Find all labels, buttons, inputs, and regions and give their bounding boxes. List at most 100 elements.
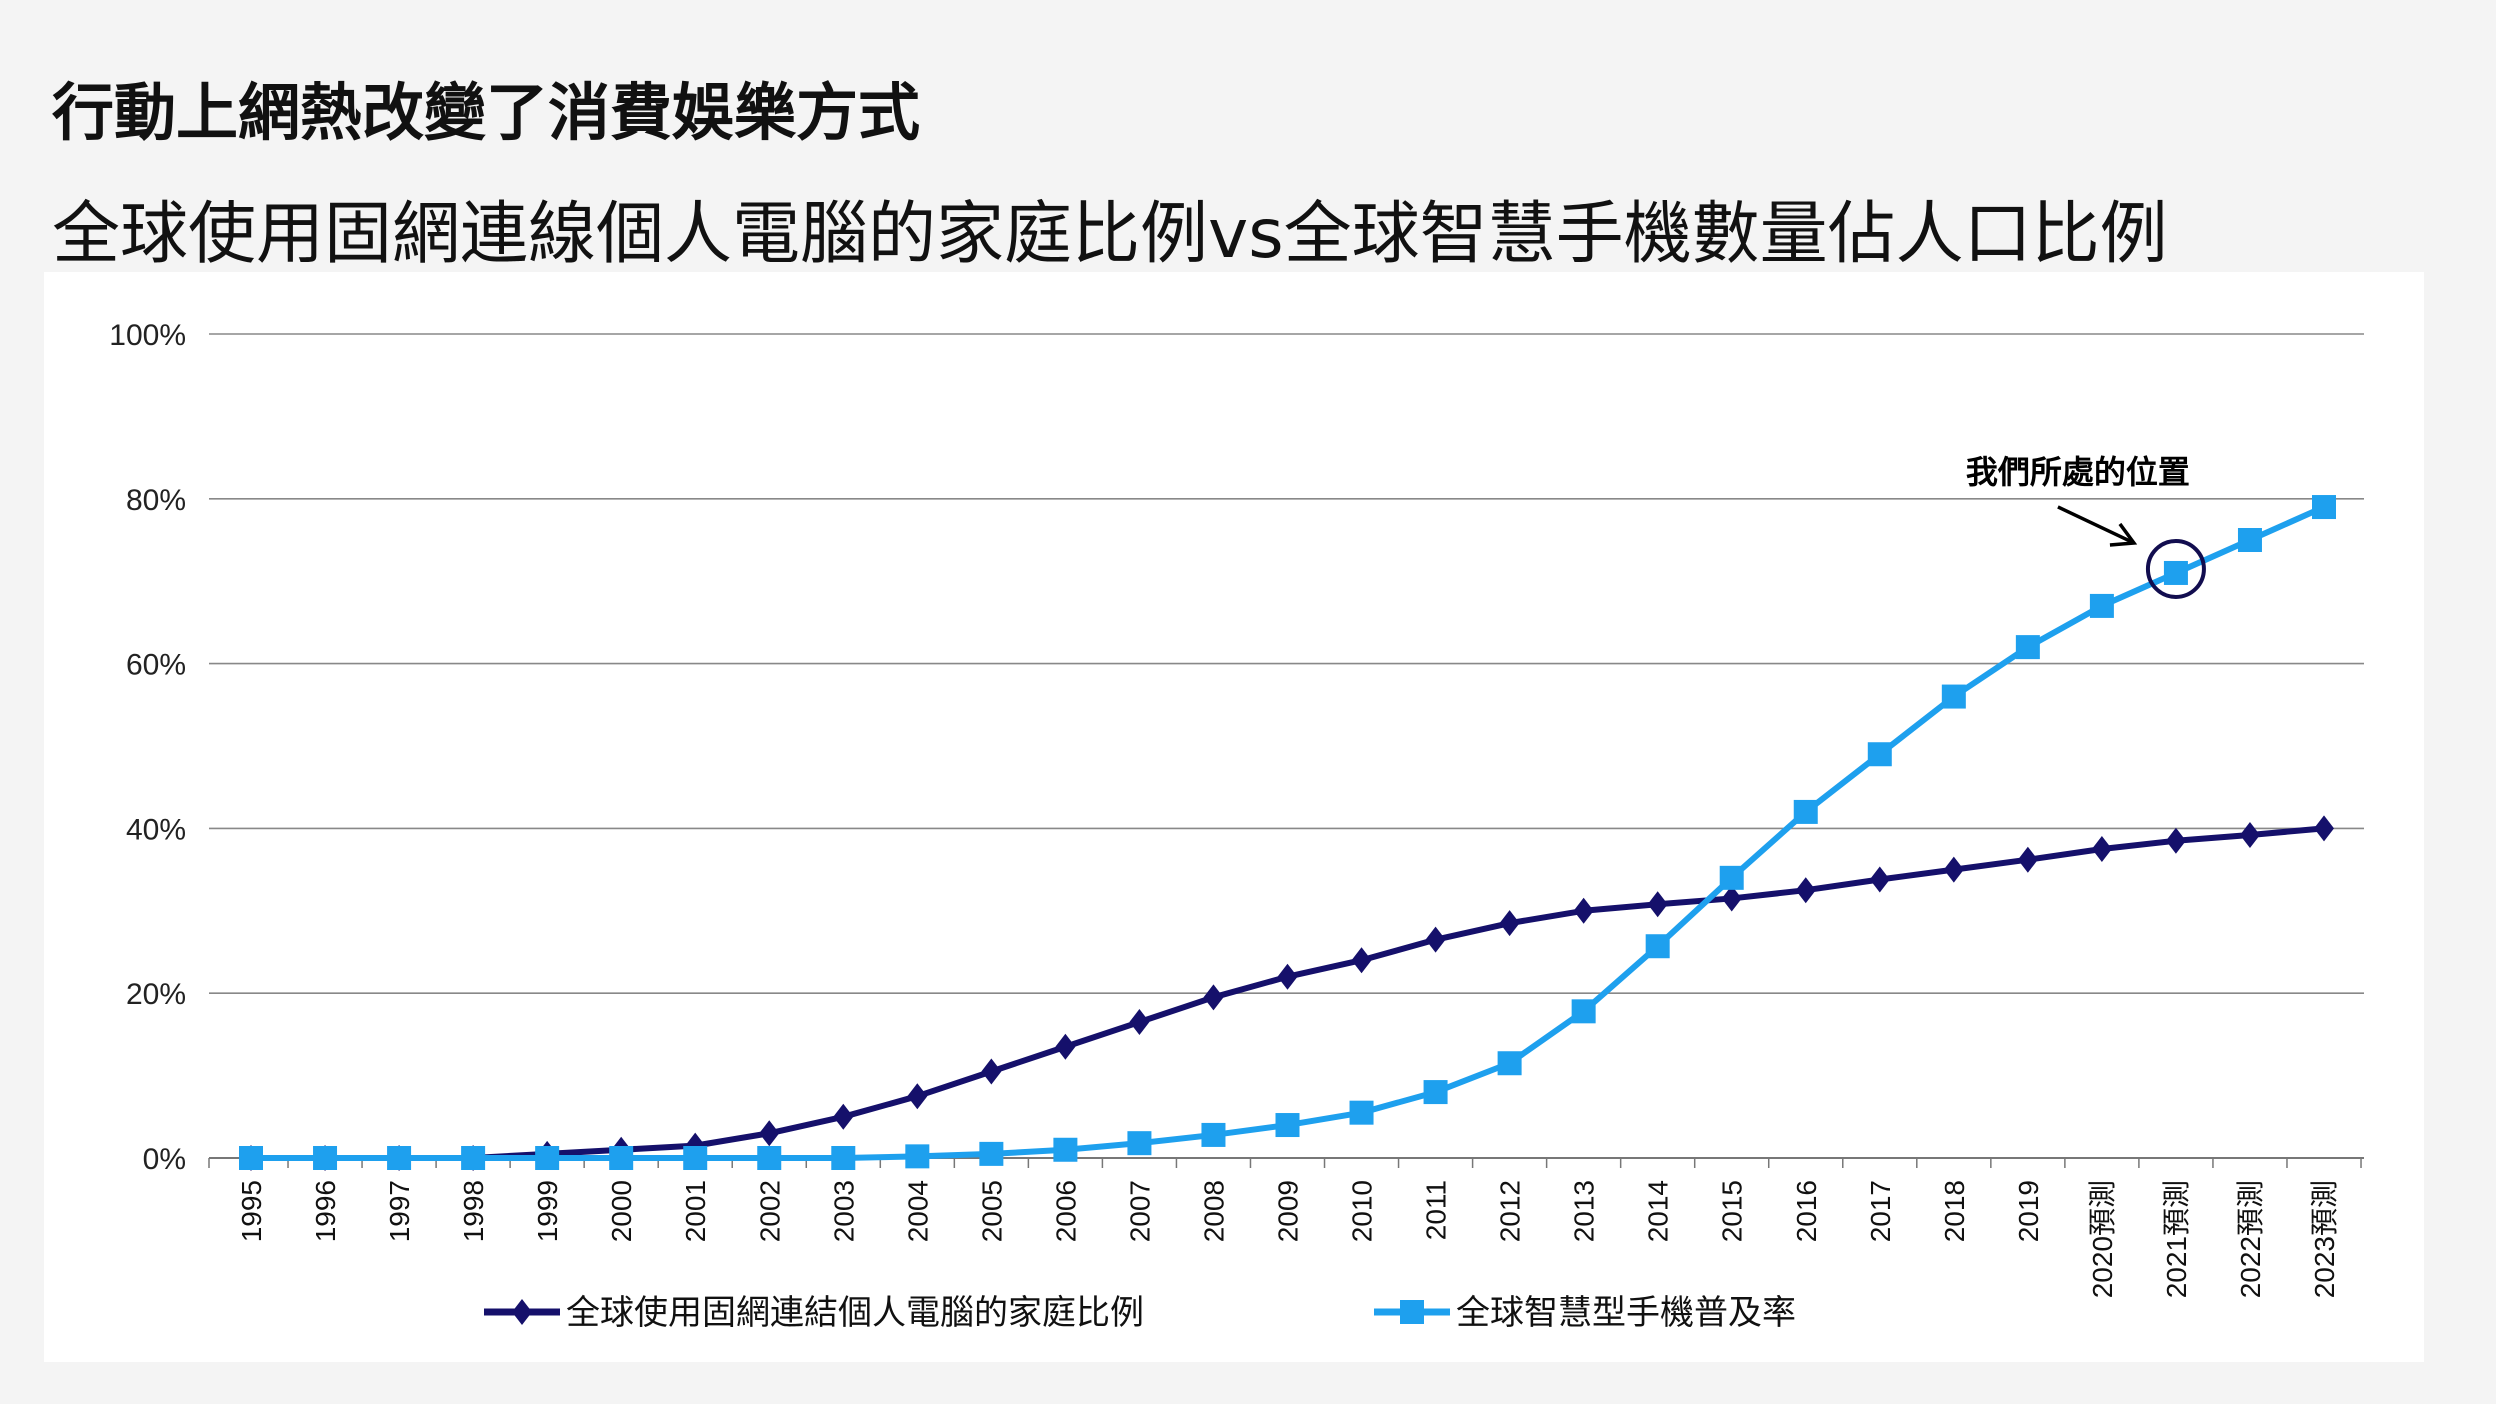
data-point-square	[1053, 1137, 1078, 1162]
data-point-square	[461, 1146, 486, 1170]
data-point-square	[2312, 495, 2336, 520]
series-layer	[239, 495, 2336, 1171]
data-point-diamond	[833, 1103, 854, 1130]
data-point-diamond	[2314, 815, 2334, 842]
x-tick-label: 2002	[754, 1180, 785, 1242]
annotation-label: 我們所處的位置	[1966, 453, 2190, 491]
annotation-layer: 我們所處的位置	[1966, 453, 2206, 599]
data-point-diamond	[1055, 1033, 1076, 1060]
data-point-square	[2163, 560, 2188, 585]
data-point-square	[1793, 799, 1818, 824]
data-point-square	[1867, 742, 1892, 767]
data-point-square	[683, 1146, 708, 1170]
data-point-diamond	[1869, 866, 1890, 893]
page-title: 行動上網熱改變了消費娛樂方式	[52, 76, 921, 149]
data-point-diamond	[2017, 846, 2038, 873]
data-point-square	[1275, 1113, 1300, 1138]
x-tick-label: 2003	[828, 1180, 859, 1242]
x-tick-label: 1997	[384, 1180, 415, 1242]
x-tick-label: 2013	[1569, 1180, 1600, 1242]
x-tick-label: 2020預測	[2087, 1180, 2118, 1298]
data-point-square	[2015, 635, 2040, 660]
data-point-square	[1349, 1100, 1374, 1125]
data-point-square	[831, 1146, 856, 1170]
x-tick-label: 2016	[1791, 1180, 1822, 1242]
data-point-square	[609, 1146, 634, 1170]
x-tick-label: 2022預測	[2235, 1180, 2266, 1298]
x-tick-label: 2008	[1198, 1180, 1229, 1242]
data-point-square	[1127, 1131, 1152, 1156]
data-point-diamond	[1425, 926, 1446, 953]
data-point-square	[2089, 593, 2114, 618]
data-point-square	[239, 1146, 263, 1170]
data-point-square	[1423, 1080, 1448, 1105]
data-point-diamond	[1795, 877, 1816, 904]
grid-layer	[209, 333, 2364, 1159]
data-point-square	[1645, 934, 1670, 959]
x-tick-label: 1999	[532, 1180, 563, 1242]
data-point-diamond	[1129, 1009, 1150, 1036]
x-tick-label: 1995	[236, 1180, 267, 1242]
x-tick-label: 2015	[1717, 1180, 1748, 1242]
data-point-diamond	[1647, 891, 1668, 918]
x-tick-label: 2004	[902, 1180, 933, 1242]
x-tick-label: 2021預測	[2161, 1180, 2192, 1298]
chart-panel: 0% 20% 40% 60% 80% 100% 1995 1996 1997 1998 1999 2…	[44, 272, 2424, 1362]
data-point-diamond	[2091, 836, 2112, 862]
x-tick-label: 2010	[1347, 1180, 1378, 1242]
data-point-diamond	[907, 1083, 928, 1110]
y-tick-label: 0%	[143, 1143, 186, 1176]
data-point-square	[757, 1146, 782, 1170]
data-point-square	[1497, 1051, 1522, 1076]
data-point-square	[1719, 865, 1744, 890]
data-point-square	[313, 1146, 338, 1170]
data-point-square	[1571, 999, 1596, 1024]
legend: 全球使用固網連結個人電腦的家庭比例 全球智慧型手機普及率	[484, 1293, 1796, 1333]
data-point-diamond	[1277, 963, 1298, 990]
y-tick-label: 80%	[126, 484, 186, 517]
data-point-diamond	[1573, 897, 1594, 924]
data-point-square	[1201, 1122, 1226, 1147]
data-point-square	[1941, 684, 1966, 709]
data-point-diamond	[1351, 947, 1372, 974]
x-tick-label: 2006	[1050, 1180, 1081, 1242]
data-point-square	[2237, 528, 2262, 552]
annotation-arrowhead	[2109, 522, 2138, 547]
y-tick-label: 20%	[126, 978, 186, 1011]
data-point-diamond	[2239, 821, 2260, 848]
x-tick-label: 2014	[1643, 1180, 1674, 1242]
y-tick-label: 40%	[126, 813, 186, 846]
y-axis-ticks: 0% 20% 40% 60% 80% 100%	[109, 319, 186, 1176]
data-point-square	[905, 1144, 930, 1169]
data-point-diamond	[1721, 885, 1742, 912]
x-tick-label: 2009	[1273, 1180, 1304, 1242]
legend-label-0: 全球使用固網連結個人電腦的家庭比例	[566, 1293, 1144, 1333]
data-point-diamond	[2165, 827, 2186, 854]
x-tick-label: 2018	[1939, 1180, 1970, 1242]
x-axis-ticks: 1995 1996 1997 1998 1999 2000 2001 2002 2003 2004…	[208, 1158, 2362, 1298]
x-tick-label: 2017	[1865, 1180, 1896, 1242]
y-tick-label: 60%	[126, 649, 186, 682]
data-point-diamond	[981, 1058, 1002, 1085]
data-point-diamond	[1203, 984, 1224, 1011]
legend-marker-square	[1400, 1300, 1424, 1324]
x-tick-label: 2000	[606, 1180, 637, 1242]
x-tick-label: 1996	[310, 1180, 341, 1242]
x-tick-label: 2019	[2013, 1180, 2044, 1242]
legend-marker-diamond	[512, 1299, 532, 1325]
x-tick-label: 2005	[976, 1180, 1007, 1242]
series-line-1	[251, 504, 2326, 1161]
page-subtitle: 全球使用固網連線個人電腦的家庭比例vs全球智慧手機數量佔人口比例	[52, 195, 2168, 274]
x-tick-label: 2011	[1421, 1180, 1452, 1240]
data-point-square	[979, 1141, 1004, 1166]
data-point-diamond	[1499, 910, 1520, 937]
x-tick-label: 1998	[458, 1180, 489, 1242]
x-tick-label: 2023預測	[2309, 1180, 2340, 1298]
data-point-diamond	[759, 1120, 780, 1147]
legend-label-1: 全球智慧型手機普及率	[1456, 1293, 1796, 1333]
data-point-square	[387, 1146, 412, 1170]
x-tick-label: 2012	[1495, 1180, 1526, 1242]
annotation-arrow-line	[2057, 505, 2135, 545]
x-tick-label: 2001	[680, 1180, 711, 1242]
